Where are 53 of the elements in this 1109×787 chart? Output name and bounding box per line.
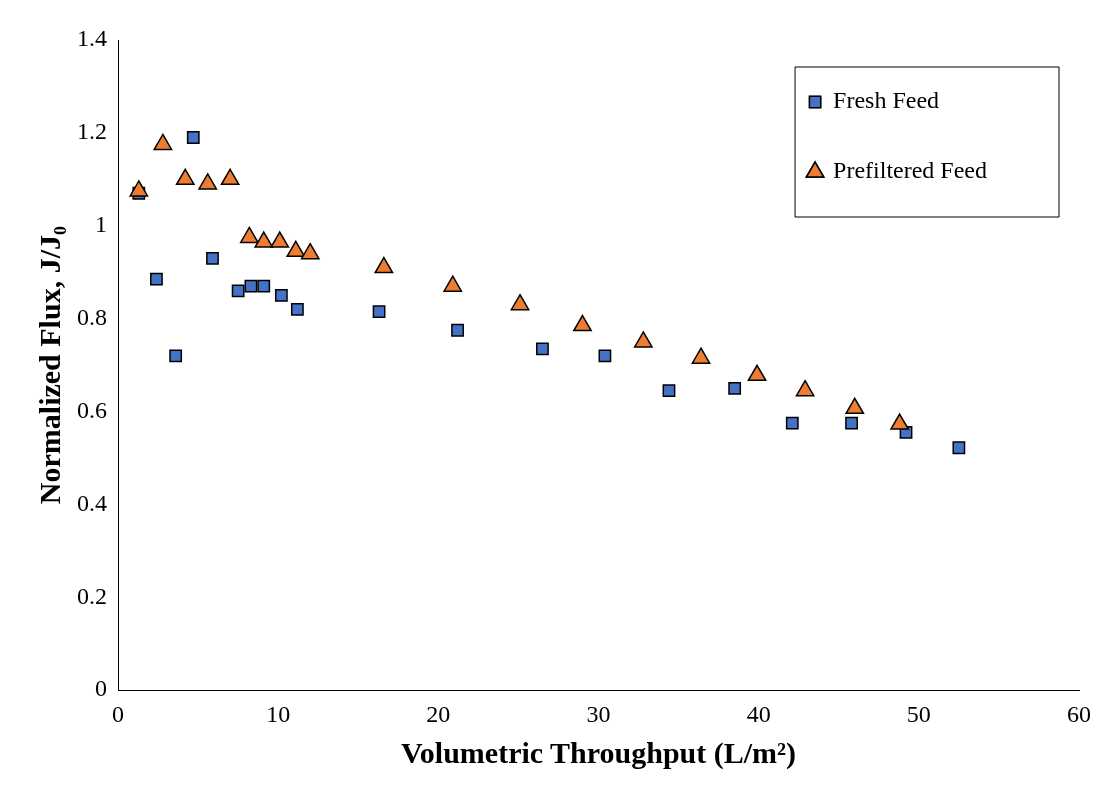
point (845, 416, 858, 430)
point (153, 133, 173, 151)
x-tick-label: 50 (906, 700, 931, 727)
point (573, 314, 592, 332)
point (270, 231, 290, 248)
point (254, 231, 274, 248)
point (510, 293, 530, 311)
legend-label: Prefiltered Feed (833, 157, 987, 184)
point (129, 180, 149, 197)
x-tick-label: 20 (426, 700, 451, 727)
point (662, 384, 676, 398)
y-tick-label: 1.2 (77, 118, 107, 145)
point (290, 302, 304, 316)
point (150, 272, 163, 286)
point (198, 173, 218, 190)
x-tick-label: 30 (586, 700, 611, 727)
y-tick-label: 0 (95, 675, 107, 702)
point (598, 349, 612, 363)
x-tick-label: 0 (112, 700, 124, 727)
point (239, 226, 259, 244)
point (206, 251, 219, 265)
point (374, 256, 394, 274)
point (633, 331, 653, 348)
x-tick-label: 40 (746, 700, 771, 727)
y-tick-label: 1 (95, 211, 107, 238)
point (443, 275, 463, 292)
point (747, 364, 767, 382)
point (372, 305, 386, 319)
point (300, 242, 320, 260)
point (691, 347, 711, 364)
point (274, 289, 288, 302)
point (244, 279, 258, 293)
point (231, 284, 245, 298)
point (952, 441, 966, 455)
point (451, 323, 464, 337)
x-axis-title: Volumetric Throughput (L/m²) (400, 735, 797, 770)
point (728, 381, 742, 395)
point (175, 168, 195, 186)
legend-label: Fresh Feed (833, 87, 940, 114)
y-tick-label: 0.2 (77, 582, 107, 609)
point (286, 240, 306, 258)
y-tick-label: 0.8 (77, 303, 107, 330)
point (785, 416, 799, 430)
y-tick-label: 0.6 (77, 396, 107, 423)
y-axis-title: Normalized Flux, J/J₀ (32, 226, 66, 505)
y-tick-label: 1.4 (77, 25, 107, 52)
x-tick-label: 10 (266, 700, 291, 727)
point (169, 349, 183, 363)
point (257, 279, 271, 293)
point (536, 342, 549, 356)
x-tick-label: 60 (1067, 700, 1091, 727)
y-tick-label: 0.4 (77, 489, 107, 516)
point (220, 168, 240, 186)
